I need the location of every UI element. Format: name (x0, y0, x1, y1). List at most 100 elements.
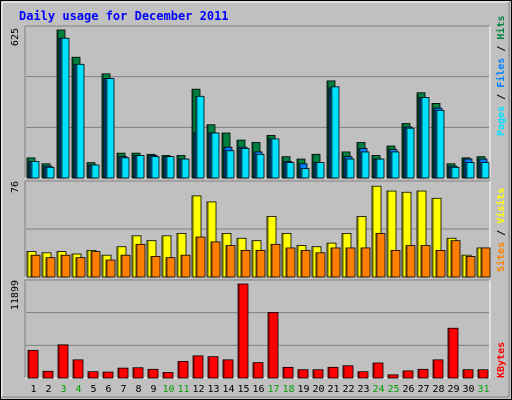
bar-sites-day-26-shade (406, 246, 408, 277)
bar-visits-day-13-shade (207, 202, 209, 277)
bar-kbytes-day-12 (192, 355, 204, 379)
bar-hits-day-30-shade (462, 158, 464, 178)
bar-files-day-28-shade (434, 108, 436, 178)
bar-pages-day-17 (270, 138, 280, 179)
bar-pages-day-30 (465, 162, 475, 179)
bar-pages-day-18 (285, 162, 295, 179)
bar-kbytes-day-2 (42, 370, 54, 379)
bar-pages-day-27-shade (421, 97, 423, 178)
day-label-13: 13 (207, 384, 219, 395)
day-label-18: 18 (282, 384, 294, 395)
bar-hits-day-27-shade (417, 93, 419, 178)
bar-files-day-3-shade (59, 38, 61, 178)
bar-sites-day-25 (390, 249, 401, 278)
bar-files-day-22-shade (344, 157, 346, 178)
bar-visits-day-28-shade (432, 198, 434, 277)
bar-kbytes-day-20 (312, 369, 324, 379)
bar-kbytes-day-19-shade (298, 370, 300, 378)
bar-kbytes-day-5-shade (88, 372, 90, 378)
bar-sites-day-29-shade (451, 241, 453, 277)
bar-visits-day-30-shade (462, 255, 464, 277)
bar-pages-day-31-shade (481, 163, 483, 178)
bar-pages-day-16 (255, 153, 265, 179)
bar-hits-day-26-shade (402, 124, 404, 178)
bar-kbytes-day-18 (282, 366, 294, 379)
legend-sites: Sites (495, 242, 507, 272)
bar-visits-day-2-shade (42, 253, 44, 277)
bar-visits-day-31-shade (477, 248, 479, 277)
bar-kbytes-day-23 (357, 371, 369, 379)
bar-sites-day-4-shade (76, 258, 78, 277)
bar-pages-day-27 (420, 97, 430, 179)
day-label-15: 15 (237, 384, 249, 395)
bar-sites-day-14-shade (226, 246, 228, 277)
bar-hits-day-22-shade (342, 152, 344, 178)
bar-hits-day-24-shade (372, 156, 374, 178)
bar-visits-day-18-shade (282, 233, 284, 277)
bar-visits-day-24-shade (372, 186, 374, 277)
bar-pages-day-4 (75, 63, 85, 179)
bar-files-day-25-shade (389, 150, 391, 178)
bar-pages-day-26-shade (406, 128, 408, 178)
bar-pages-day-14-shade (226, 151, 228, 178)
bar-pages-day-26 (405, 127, 415, 179)
bar-pages-day-13-shade (211, 133, 213, 178)
bar-pages-day-6-shade (106, 79, 108, 178)
bar-visits-day-11-shade (177, 233, 179, 277)
bar-kbytes-day-25 (387, 374, 399, 379)
middle-scale-label: 76 (10, 181, 21, 193)
bar-hits-day-17-shade (267, 135, 269, 178)
bar-kbytes-day-6-shade (103, 372, 105, 378)
bar-pages-day-2-shade (46, 167, 48, 178)
bar-kbytes-day-7 (117, 367, 129, 379)
bar-kbytes-day-6 (102, 371, 114, 379)
bar-hits-day-2-shade (42, 164, 44, 178)
bar-files-day-15-shade (239, 147, 241, 178)
bar-hits-day-11-shade (177, 156, 179, 178)
bar-sites-day-20 (315, 252, 326, 278)
bar-kbytes-day-8 (132, 367, 144, 379)
day-label-25: 25 (387, 384, 399, 395)
bar-kbytes-day-28-shade (433, 360, 435, 378)
bar-kbytes-day-13-shade (208, 357, 210, 378)
bar-pages-day-18-shade (286, 163, 288, 178)
legend-sep-3: / (496, 230, 507, 236)
day-label-22: 22 (342, 384, 354, 395)
bar-pages-day-30-shade (466, 163, 468, 178)
bar-visits-day-14-shade (222, 233, 224, 277)
bar-pages-day-12-shade (196, 96, 198, 178)
bar-hits-day-19-shade (297, 159, 299, 178)
bar-visits-day-12-shade (192, 196, 194, 277)
bar-visits-day-23-shade (357, 216, 359, 277)
day-label-14: 14 (222, 384, 234, 395)
bar-pages-day-23-shade (361, 152, 363, 178)
day-label-17: 17 (267, 384, 279, 395)
bar-hits-day-21-shade (327, 81, 329, 178)
bar-pages-day-24 (375, 158, 385, 179)
bar-kbytes-day-26-shade (403, 371, 405, 378)
bar-files-day-14-shade (224, 147, 226, 178)
bar-hits-day-14-shade (222, 133, 224, 178)
bar-pages-day-25 (390, 151, 400, 179)
bar-sites-day-16 (255, 249, 266, 278)
bar-visits-day-10-shade (162, 236, 164, 277)
bar-kbytes-day-14-shade (223, 360, 225, 378)
bar-visits-day-7-shade (117, 247, 119, 277)
bar-hits-day-4-shade (72, 57, 74, 178)
bar-sites-day-22-shade (346, 248, 348, 277)
bar-pages-day-9-shade (151, 157, 153, 178)
bar-kbytes-day-1-shade (28, 350, 30, 378)
bar-files-day-10-shade (164, 157, 166, 178)
bar-sites-day-14 (225, 245, 236, 278)
bar-kbytes-day-11-shade (178, 361, 180, 378)
bar-kbytes-day-24 (372, 362, 384, 379)
legend-hits: Hits (495, 16, 507, 40)
bar-visits-day-9-shade (147, 241, 149, 277)
bar-pages-day-22 (345, 158, 355, 179)
bar-sites-day-29 (450, 240, 461, 278)
bar-visits-day-22-shade (342, 233, 344, 277)
bar-kbytes-day-10 (162, 372, 174, 379)
bar-sites-day-11-shade (181, 255, 183, 277)
bar-pages-day-3-shade (61, 38, 63, 178)
bar-pages-day-20 (315, 162, 325, 179)
